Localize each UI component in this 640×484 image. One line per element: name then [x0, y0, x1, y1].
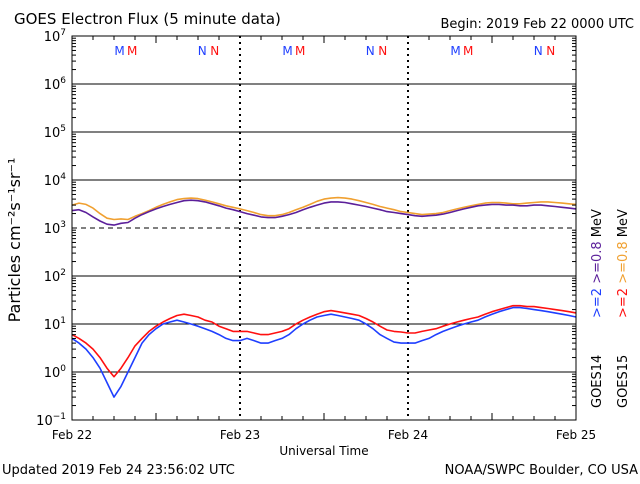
magnetopause-marker: M: [282, 44, 292, 58]
y-tick-label: 103: [44, 220, 66, 237]
y-tick-label: 104: [44, 172, 67, 189]
legend-satellite-label: GOES15: [616, 355, 631, 408]
legend-entry: >=0.8: [590, 241, 605, 288]
legend-entry: >=2: [616, 288, 631, 318]
legend-entry: MeV: [590, 209, 605, 241]
y-tick-label: 107: [44, 28, 66, 45]
y-tick-label: 105: [44, 124, 66, 141]
magnetopause-marker: M: [127, 44, 137, 58]
magnetopause-marker: M: [295, 44, 305, 58]
series-layer: [71, 196, 577, 398]
chart-title: GOES Electron Flux (5 minute data): [14, 10, 281, 28]
updated-time: Updated 2019 Feb 24 23:56:02 UTC: [2, 463, 235, 478]
x-axis-label: Universal Time: [279, 444, 368, 458]
magnetopause-marker: N: [198, 44, 207, 58]
magnetopause-marker: N: [210, 44, 219, 58]
y-tick-label: 100: [44, 364, 67, 381]
series-line: [71, 306, 577, 398]
magnetopause-marker: M: [463, 44, 473, 58]
legend-satellite-label: GOES14: [590, 355, 605, 408]
y-tick-label: 102: [44, 268, 66, 285]
magnetopause-marker: N: [534, 44, 543, 58]
series-line: [71, 196, 577, 221]
magnetopause-marker: N: [546, 44, 555, 58]
y-tick-label: 101: [44, 316, 66, 333]
grid-layer: [72, 36, 576, 420]
legend-layer: >=2 >=0.8 MeV GOES14 >=2 >=0.8 MeV GOES15: [590, 209, 631, 408]
magnetopause-marker: M: [450, 44, 460, 58]
series-line: [71, 304, 577, 378]
magnetopause-marker: N: [378, 44, 387, 58]
magnetopause-marker: M: [114, 44, 124, 58]
x-tick-label: Feb 23: [220, 428, 260, 442]
y-tick-label: 106: [44, 76, 67, 93]
source-credit: NOAA/SWPC Boulder, CO USA: [445, 463, 638, 478]
y-axis-label: Particles cm⁻²s⁻¹sr⁻¹: [5, 158, 24, 323]
series-line: [71, 199, 577, 226]
x-tick-label: Feb 24: [388, 428, 428, 442]
legend-entry: MeV: [616, 209, 631, 241]
legend-energy-labels: >=2 >=0.8 MeV: [590, 209, 605, 318]
tick-layer: 10−1 100 101 102 103 104 105 106 107 Feb 22 Feb 23…: [36, 28, 596, 442]
x-tick-label: Feb 25: [556, 428, 596, 442]
begin-time: Begin: 2019 Feb 22 0000 UTC: [440, 17, 634, 32]
legend-energy-labels: >=2 >=0.8 MeV: [616, 209, 631, 318]
x-tick-label: Feb 22: [52, 428, 92, 442]
magnetopause-marker: N: [366, 44, 375, 58]
y-tick-label: 10−1: [36, 412, 66, 429]
legend-entry: >=0.8: [616, 241, 631, 288]
legend-entry: >=2: [590, 288, 605, 318]
